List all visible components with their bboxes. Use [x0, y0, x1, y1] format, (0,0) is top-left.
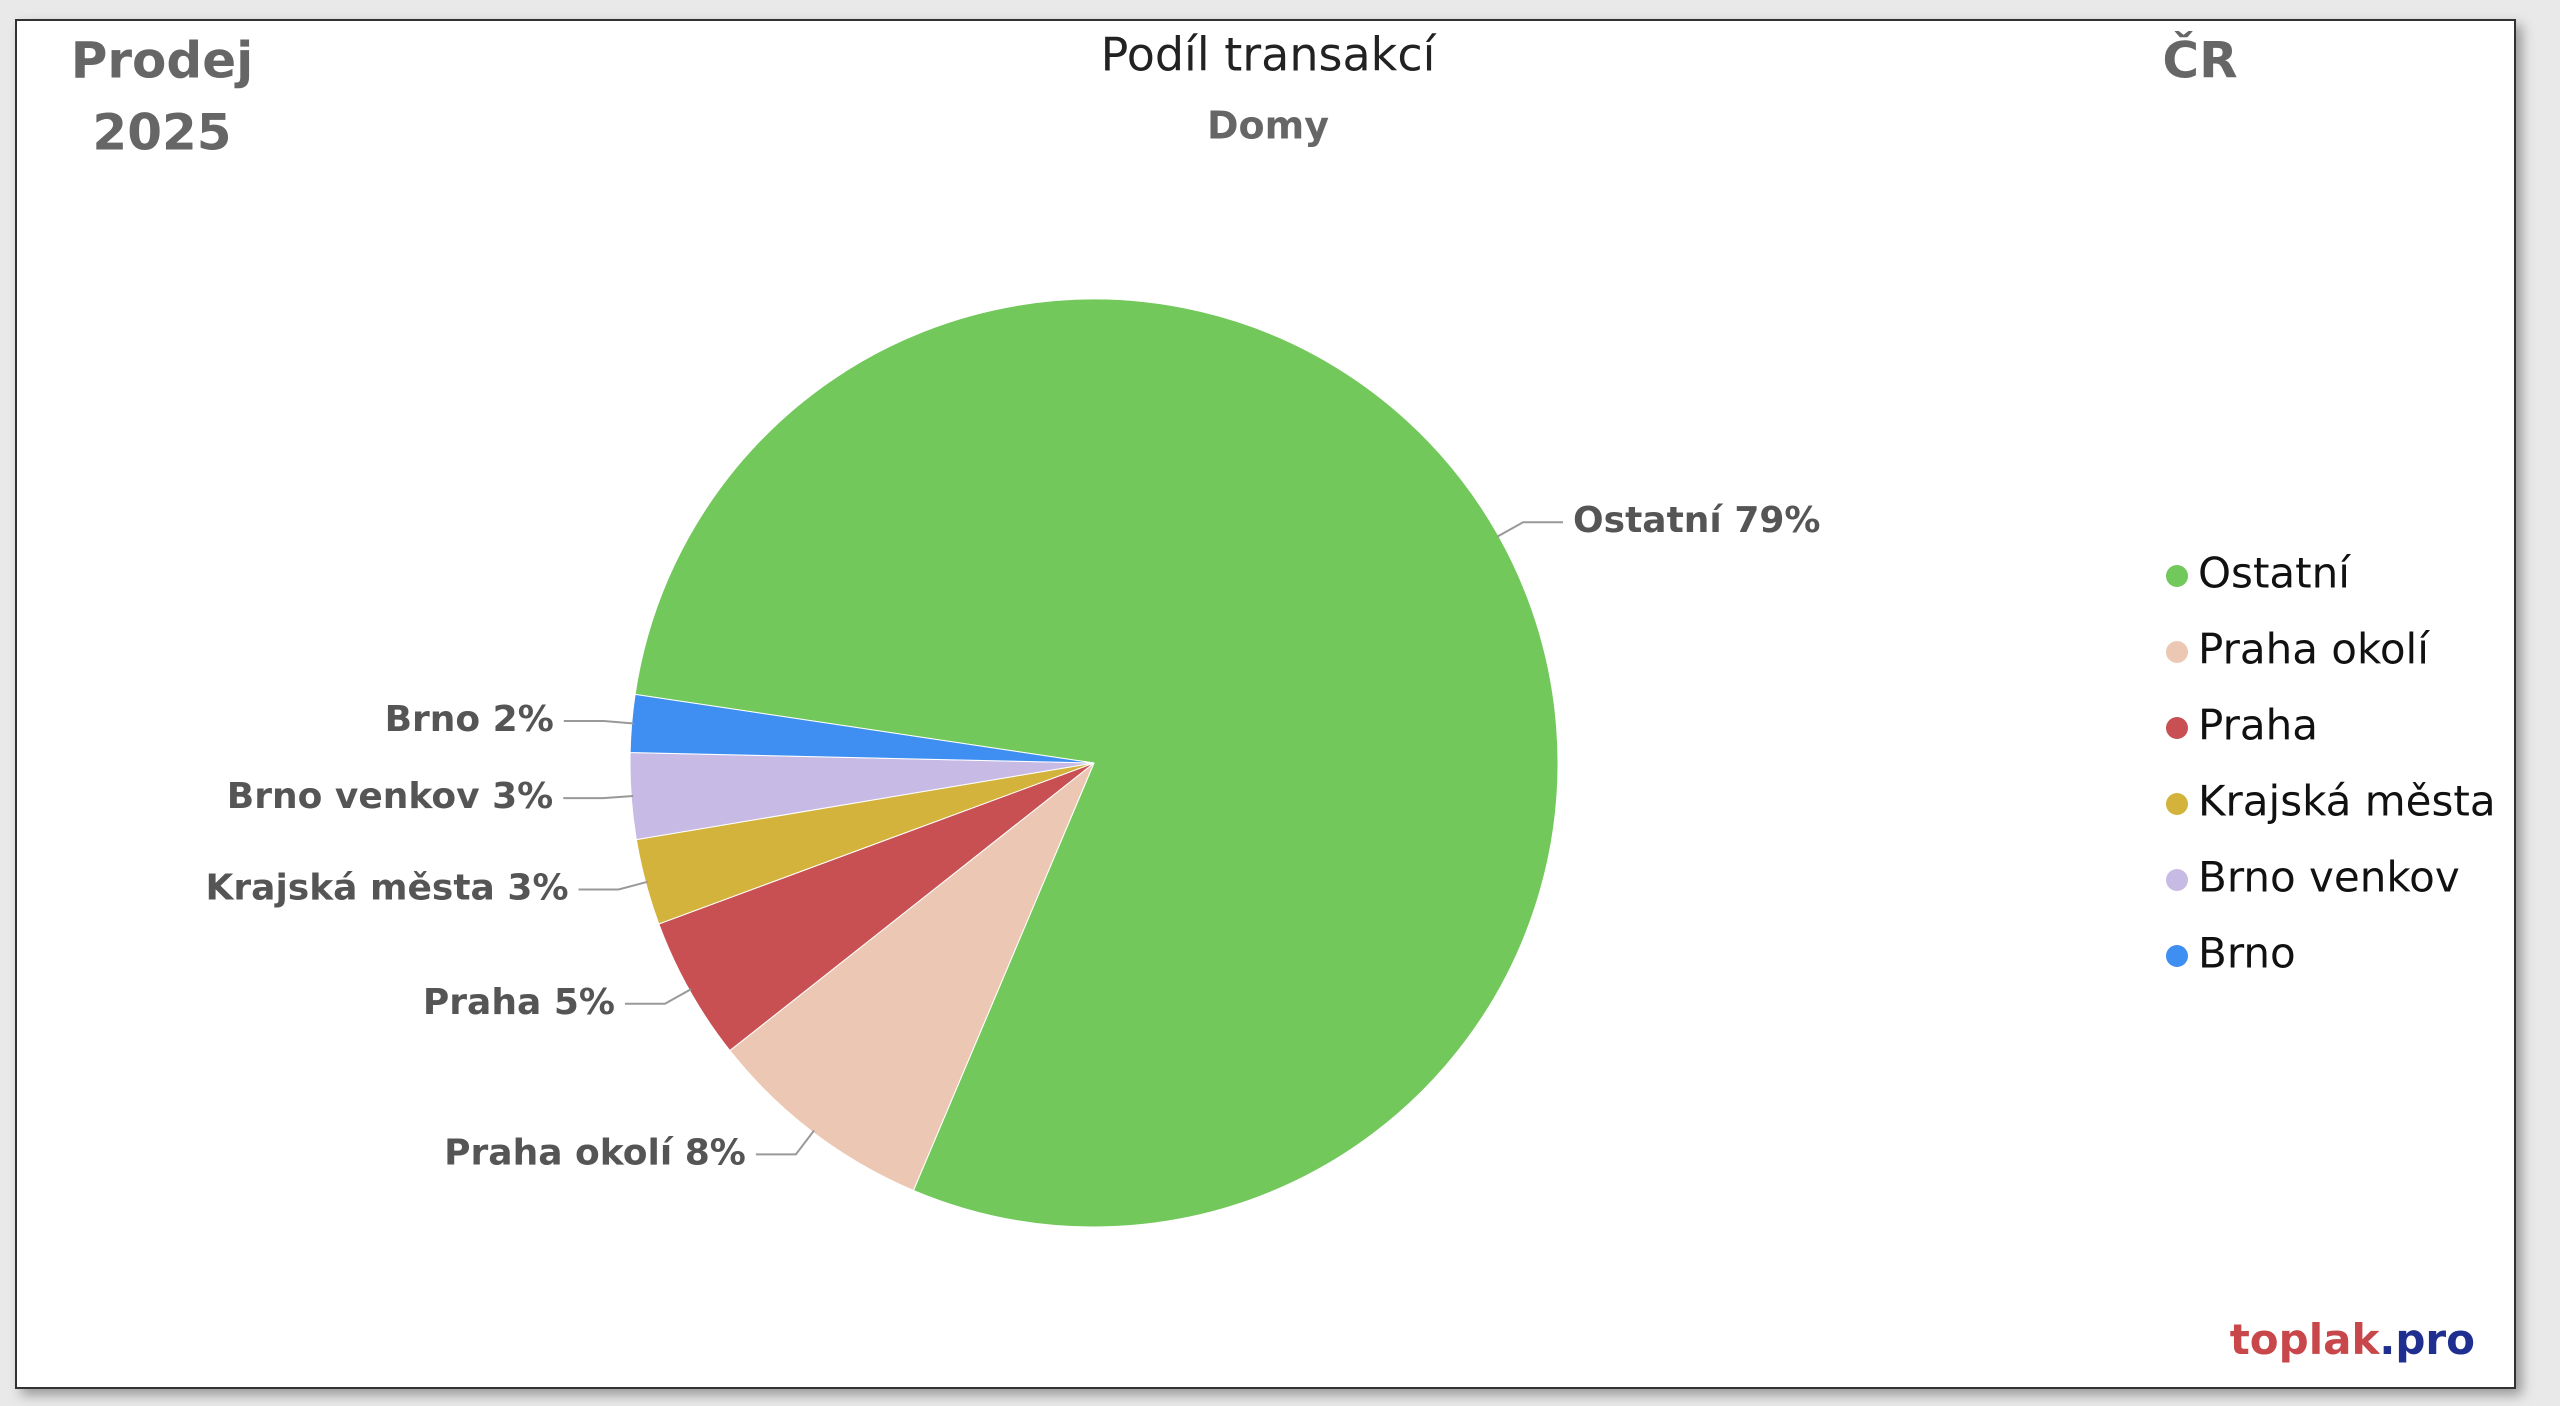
legend-label: Brno: [2198, 929, 2296, 978]
legend-label: Krajská města: [2198, 777, 2496, 826]
corner-label: 2025: [92, 104, 231, 162]
data-label: Ostatní 79%: [1573, 500, 1820, 541]
label-value: 79%: [1734, 500, 1820, 541]
label-category: Ostatní: [1573, 500, 1723, 541]
chart-title: Podíl transakcí: [1101, 28, 1437, 82]
region-label: ČR: [2162, 31, 2237, 90]
label-connector: [563, 719, 634, 725]
label-connector: [755, 1129, 815, 1156]
label-category: Praha: [423, 982, 541, 1023]
data-label: Praha okolí 8%: [444, 1132, 746, 1173]
data-label: Krajská města 3%: [206, 868, 569, 909]
legend-label: Ostatní: [2198, 549, 2351, 598]
legend-swatch: [2166, 945, 2188, 967]
label-value: 5%: [554, 982, 615, 1023]
chart-subtitle: Domy: [1207, 104, 1329, 148]
legend-swatch: [2166, 641, 2188, 663]
legend-label: Brno venkov: [2198, 853, 2460, 902]
data-label: Brno venkov 3%: [227, 776, 553, 817]
label-value: 3%: [507, 868, 568, 909]
legend-label: Praha: [2198, 701, 2318, 750]
label-connector: [624, 988, 692, 1005]
label-category: Krajská města: [206, 868, 495, 909]
label-category: Brno venkov: [227, 776, 480, 817]
label-value: 3%: [492, 776, 553, 817]
label-value: 8%: [685, 1132, 746, 1173]
legend-label: Praha okolí: [2198, 625, 2430, 674]
legend-swatch: [2166, 717, 2188, 739]
label-connector: [1496, 521, 1564, 538]
source: toplak.pro: [2230, 1315, 2475, 1364]
label-connector: [578, 880, 648, 891]
legend-swatch: [2166, 793, 2188, 815]
data-label: Brno 2%: [385, 699, 554, 740]
legend-swatch: [2166, 869, 2188, 891]
corner-label: Prodej: [71, 32, 254, 90]
label-category: Brno: [385, 699, 481, 740]
label-category: Praha okolí: [444, 1132, 674, 1173]
data-label: Praha 5%: [423, 982, 615, 1023]
legend-swatch: [2166, 565, 2188, 587]
label-value: 2%: [493, 699, 554, 740]
source-part: toplak: [2230, 1315, 2381, 1364]
source-part: .pro: [2379, 1315, 2475, 1364]
label-connector: [563, 795, 634, 800]
